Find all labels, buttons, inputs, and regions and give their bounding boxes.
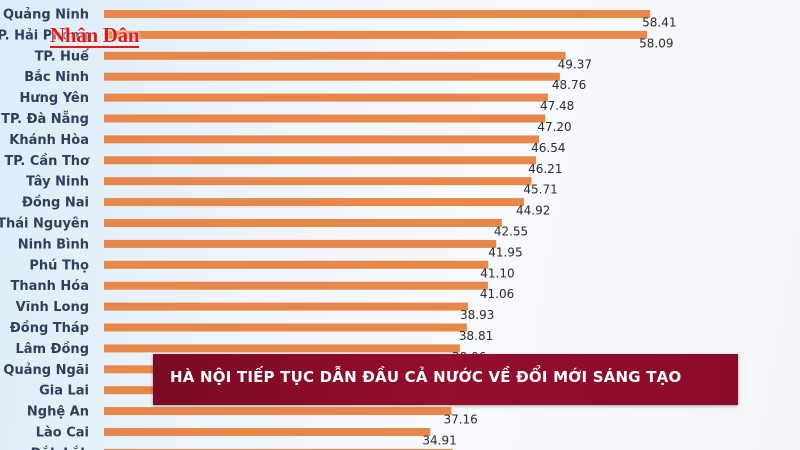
category-label: TP. Hải Phòng	[0, 28, 89, 43]
category-label: Nghệ An	[27, 405, 89, 420]
category-label: Quảng Ninh	[3, 8, 89, 23]
bar	[104, 448, 453, 450]
value-label: 41.06	[480, 287, 514, 301]
value-label: 47.48	[540, 99, 574, 113]
category-label: Đồng Tháp	[10, 321, 89, 336]
bar	[104, 156, 537, 165]
value-label: 37.16	[443, 413, 477, 427]
category-label: Vĩnh Long	[16, 300, 89, 315]
category-label: Thái Nguyên	[0, 217, 89, 232]
value-label: 49.37	[558, 57, 592, 71]
category-label: Hưng Yên	[19, 91, 89, 106]
value-label: 46.54	[531, 141, 565, 155]
category-label: Lào Cai	[36, 426, 89, 441]
category-label: Gia Lai	[39, 384, 89, 399]
bar	[104, 219, 502, 227]
value-label: 58.41	[642, 16, 676, 30]
bar	[104, 344, 460, 353]
value-label: 46.21	[528, 162, 562, 176]
value-label: 42.55	[494, 225, 528, 239]
category-label: Ninh Bình	[18, 237, 89, 252]
bar	[104, 407, 452, 416]
bar	[104, 302, 468, 311]
bar	[104, 93, 548, 102]
value-label: 58.09	[639, 36, 673, 50]
category-label: Đồng Nai	[22, 196, 89, 211]
bar	[104, 114, 546, 123]
bar	[104, 239, 497, 248]
bar	[104, 323, 467, 332]
value-label: 47.20	[537, 120, 571, 134]
value-label: 41.95	[488, 245, 522, 259]
category-label: Tây Ninh	[26, 175, 89, 190]
category-label: Thanh Hóa	[10, 279, 89, 294]
bar	[104, 428, 431, 436]
value-label: 44.92	[516, 204, 550, 218]
category-label: TP. Cần Thơ	[4, 154, 90, 169]
category-label: Phú Thọ	[29, 258, 89, 273]
nhan-dan-logo: Nhân Dân	[50, 23, 140, 48]
headline-text: HÀ NỘI TIẾP TỤC DẪN ĐẦU CẢ NƯỚC VỀ ĐỔI M…	[170, 368, 682, 386]
category-label: TP. Đà Nẵng	[1, 112, 89, 127]
bar	[104, 72, 560, 81]
headline-banner: HÀ NỘI TIẾP TỤC DẪN ĐẦU CẢ NƯỚC VỀ ĐỔI M…	[153, 354, 738, 405]
category-label: Quảng Ngãi	[3, 363, 89, 378]
bar	[104, 260, 489, 269]
value-label: 45.71	[523, 183, 557, 197]
value-label: 48.76	[552, 78, 586, 92]
bar	[104, 30, 648, 39]
bar	[104, 198, 525, 207]
value-label: 38.81	[459, 329, 493, 343]
category-label: TP. Huế	[35, 49, 90, 64]
bar	[104, 281, 488, 290]
category-label: Đắk Lắk	[30, 446, 89, 450]
category-label: Lâm Đồng	[15, 342, 89, 357]
bar	[104, 51, 566, 60]
value-label: 34.91	[422, 434, 456, 448]
category-label: Bắc Ninh	[24, 70, 89, 85]
value-label: 38.93	[460, 308, 494, 322]
bar	[104, 135, 540, 144]
bar	[104, 10, 651, 18]
bar	[104, 177, 532, 186]
category-label: Khánh Hòa	[9, 133, 89, 148]
value-label: 41.10	[480, 266, 514, 280]
